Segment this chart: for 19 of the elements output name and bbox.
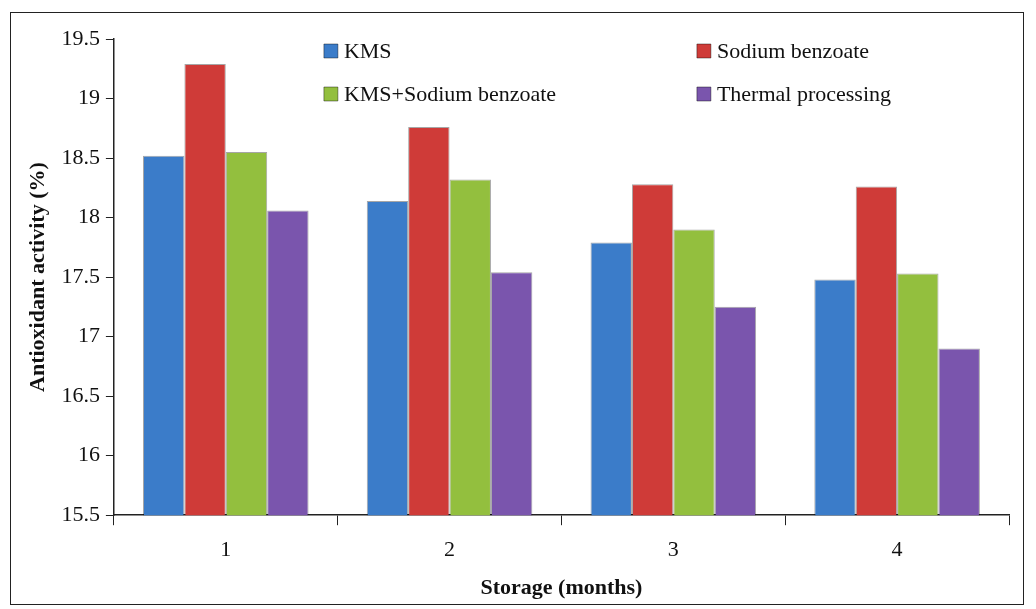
y-axis-title: Antioxidant activity (%) — [23, 162, 49, 392]
y-tick-label: 18 — [77, 203, 100, 229]
legend-label: Thermal processing — [716, 80, 892, 106]
y-tick-label: 16.5 — [61, 381, 100, 407]
legend-label: KMS — [343, 37, 392, 63]
legend-label: KMS+Sodium benzoate — [343, 80, 557, 106]
x-tick-label: 3 — [667, 536, 679, 562]
x-axis-title: Storage (months) — [480, 574, 643, 600]
x-tick-label: 2 — [444, 536, 456, 562]
y-tick-label: 19.5 — [61, 24, 100, 50]
x-tick-label: 1 — [220, 536, 232, 562]
y-tick-label: 17 — [77, 322, 100, 348]
y-tick-label: 18.5 — [61, 143, 100, 169]
y-tick-label: 16 — [77, 441, 100, 467]
x-tick-label: 4 — [891, 536, 903, 562]
y-tick-label: 17.5 — [61, 262, 100, 288]
y-tick-label: 19 — [77, 84, 100, 110]
y-tick-label: 15.5 — [61, 500, 100, 526]
legend-label: Sodium benzoate — [716, 37, 870, 63]
